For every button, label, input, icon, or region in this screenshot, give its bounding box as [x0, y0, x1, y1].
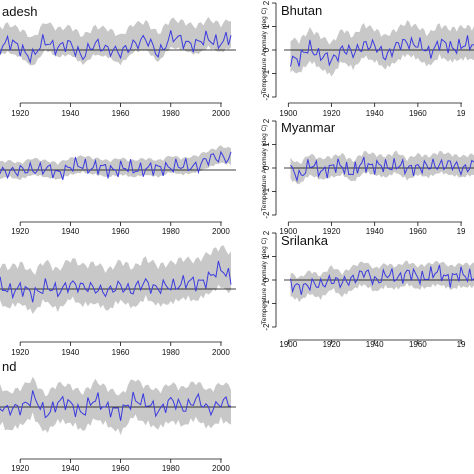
y-tick-label: -2: [262, 323, 271, 331]
y-tick-label: 2: [262, 118, 271, 123]
x-tick-label: 1980: [162, 348, 180, 357]
y-tick-label: 0: [262, 277, 271, 282]
x-tick-label: 19: [457, 227, 466, 236]
y-tick-label: 0: [262, 165, 271, 170]
uncertainty-band: [0, 16, 231, 66]
uncertainty-band: [0, 376, 231, 436]
y-tick-label: -2: [262, 93, 271, 101]
panel-left-row2: 1920 1940 1960 1980 2000: [0, 145, 236, 236]
anomaly-series-line: [290, 264, 474, 295]
y-tick-label: 0: [262, 47, 271, 52]
y-tick-label: 1: [262, 24, 271, 29]
anomaly-series-line: [0, 30, 232, 64]
x-tick-label: 1920: [11, 348, 29, 357]
x-tick-label: 1940: [366, 227, 384, 236]
anomaly-series-line: [0, 150, 232, 180]
y-tick-label: -1: [262, 299, 271, 307]
y-tick-label: -1: [262, 187, 271, 195]
x-tick-label: 1940: [61, 109, 79, 118]
x-tick-label: 2000: [212, 227, 230, 236]
uncertainty-band: [0, 245, 231, 314]
panel-title: Myanmar: [281, 120, 336, 135]
x-tick-label: 1980: [162, 464, 180, 473]
x-tick-label: 1920: [323, 227, 341, 236]
x-tick-label: 1940: [366, 340, 384, 349]
y-axis-label: Temperature Anomaly (deg C): [261, 238, 268, 325]
x-tick-label: 1960: [112, 227, 130, 236]
uncertainty-band: [290, 20, 474, 77]
x-tick-label: 1920: [11, 109, 29, 118]
x-tick-label: 1940: [61, 464, 79, 473]
y-tick-label: 2: [262, 230, 271, 235]
panel-india: nd 1920 1940 1960 1980 2000: [0, 359, 236, 473]
y-axis-label: Temperature Anomaly (deg C): [261, 8, 268, 95]
panel-title: Srilanka: [281, 233, 329, 248]
x-tick-label: 19: [457, 340, 466, 349]
y-tick-label: 1: [262, 254, 271, 259]
x-tick-label: 1900: [279, 340, 297, 349]
x-tick-label: 1900: [279, 109, 297, 118]
x-tick-label: 1960: [409, 340, 427, 349]
panel-title: nd: [2, 359, 16, 374]
x-tick-label: 1940: [61, 348, 79, 357]
panel-left-row3: 1920 1940 1960 1980 2000: [0, 245, 236, 357]
panel-title: Bhutan: [281, 3, 322, 18]
x-tick-label: 1900: [279, 227, 297, 236]
x-tick-label: 2000: [212, 109, 230, 118]
x-tick-label: 1920: [11, 464, 29, 473]
panel-title: adesh: [2, 4, 37, 19]
y-tick-label: -2: [262, 211, 271, 219]
anomaly-series-line: [0, 260, 232, 303]
anomaly-series-line: [0, 390, 232, 421]
panel-bhutan: Bhutan Temperature Anomaly (deg C) 1900 …: [261, 0, 474, 118]
panel-myanmar: Myanmar Temperature Anomaly (deg C) 1900…: [261, 118, 474, 236]
x-tick-label: 1940: [61, 227, 79, 236]
x-tick-label: 1980: [162, 227, 180, 236]
x-tick-label: 1960: [409, 109, 427, 118]
x-tick-label: 1960: [112, 109, 130, 118]
x-tick-label: 2000: [212, 464, 230, 473]
x-tick-label: 1920: [323, 109, 341, 118]
x-tick-label: 1960: [409, 227, 427, 236]
anomaly-series-line: [290, 35, 474, 67]
x-tick-label: 1920: [323, 340, 341, 349]
y-axis-label: Temperature Anomaly (deg C): [261, 125, 268, 212]
x-tick-label: 19: [457, 109, 466, 118]
panel-bangladesh: adesh 1920 1940 1960 1980 2000: [0, 4, 236, 118]
anomaly-series-line: [290, 156, 474, 183]
x-tick-label: 2000: [212, 348, 230, 357]
y-tick-label: -1: [262, 69, 271, 77]
uncertainty-band: [290, 260, 474, 303]
x-tick-label: 1920: [11, 227, 29, 236]
y-tick-label: 1: [262, 142, 271, 147]
x-tick-label: 1980: [162, 109, 180, 118]
y-tick-label: 2: [262, 0, 271, 5]
panel-srilanka: Srilanka Temperature Anomaly (deg C) 190…: [261, 230, 474, 349]
x-tick-label: 1960: [112, 464, 130, 473]
x-tick-label: 1960: [112, 348, 130, 357]
x-tick-label: 1940: [366, 109, 384, 118]
